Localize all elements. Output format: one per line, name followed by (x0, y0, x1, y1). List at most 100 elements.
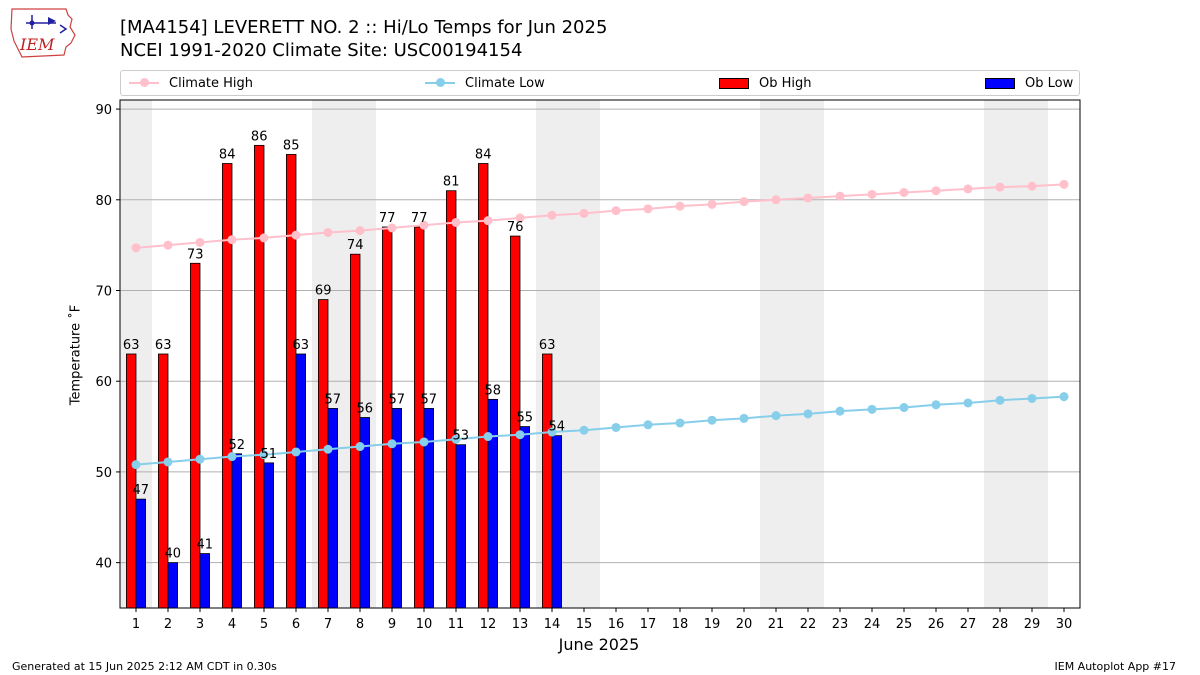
climate-low-point (931, 400, 941, 410)
ob-low-bar (231, 453, 243, 609)
climate-high-point (803, 193, 813, 203)
y-tick-label: 90 (95, 103, 112, 118)
x-tick-label: 12 (480, 617, 497, 632)
climate-low-point (259, 450, 269, 460)
climate-low-point (963, 398, 973, 408)
generated-timestamp: Generated at 15 Jun 2025 2:12 AM CDT in … (12, 660, 277, 673)
ob-high-label: 73 (187, 247, 204, 262)
climate-high-point (163, 240, 173, 250)
weekend-band (760, 100, 792, 608)
legend-swatch-climate-high (129, 78, 159, 87)
legend-swatch-climate-low (425, 78, 455, 87)
x-tick-label: 7 (324, 617, 332, 632)
ob-high-bar (317, 299, 329, 609)
climate-low-point (483, 432, 493, 442)
climate-low-point (995, 395, 1005, 405)
weekend-band (792, 100, 824, 608)
x-tick-label: 29 (1024, 617, 1041, 632)
weekend-band (1016, 100, 1048, 608)
plot-frame (119, 99, 1081, 609)
x-tick-label: 24 (864, 617, 881, 632)
climate-low-point (131, 460, 141, 470)
climate-high-point (675, 201, 685, 211)
ob-low-bar (519, 426, 531, 609)
climate-low-point (387, 439, 397, 449)
ob-low-bar (167, 562, 179, 609)
ob-high-bar (413, 226, 425, 609)
ob-low-bar (135, 498, 147, 609)
x-tick-label: 11 (448, 617, 465, 632)
ob-low-label: 56 (357, 402, 374, 417)
ob-high-bar (349, 253, 361, 609)
x-axis-label: June 2025 (558, 635, 640, 654)
y-tick-label: 70 (95, 285, 112, 300)
app-credit: IEM Autoplot App #17 (1054, 660, 1177, 673)
ob-high-bar (189, 262, 201, 609)
ob-high-bar (445, 190, 457, 609)
climate-high-point (1059, 179, 1069, 189)
x-tick-label: 28 (992, 617, 1009, 632)
ob-high-bar (221, 163, 233, 609)
y-tick-label: 80 (95, 194, 112, 209)
climate-high-point (547, 210, 557, 220)
weekend-band (984, 100, 1016, 608)
climate-low-point (355, 442, 365, 452)
ob-low-label: 57 (421, 392, 438, 407)
x-tick-label: 5 (260, 617, 268, 632)
climate-low-point (515, 430, 525, 440)
ob-low-label: 51 (261, 447, 278, 462)
ob-low-label: 40 (165, 547, 182, 562)
climate-low-point (835, 406, 845, 416)
climate-low-point (323, 444, 333, 454)
chart-subtitle: NCEI 1991-2020 Climate Site: USC00194154 (120, 40, 523, 61)
x-tick-label: 9 (388, 617, 396, 632)
x-tick-label: 27 (960, 617, 977, 632)
ob-low-bar (263, 462, 275, 609)
climate-low-point (739, 413, 749, 423)
x-tick-label: 22 (800, 617, 817, 632)
ob-low-label: 55 (517, 411, 534, 426)
legend-item-climate-high: Climate High (129, 71, 253, 95)
y-tick-label: 40 (95, 557, 112, 572)
legend-item-climate-low: Climate Low (425, 71, 545, 95)
chart-title: [MA4154] LEVERETT NO. 2 :: Hi/Lo Temps f… (120, 17, 608, 38)
x-tick-label: 3 (196, 617, 204, 632)
ob-high-label: 77 (379, 211, 396, 226)
climate-high-point (131, 243, 141, 253)
climate-low-point (451, 434, 461, 444)
climate-low-point (579, 425, 589, 435)
ob-low-label: 63 (293, 338, 310, 353)
legend-swatch-ob-high (719, 77, 749, 89)
legend-swatch-ob-low (985, 77, 1015, 89)
climate-low-point (1027, 393, 1037, 403)
ob-low-bar (487, 398, 499, 609)
climate-high-point (451, 217, 461, 227)
climate-low-point (707, 415, 717, 425)
y-axis-label: Temperature ˚F (68, 304, 84, 406)
climate-high-point (355, 226, 365, 236)
climate-high-point (643, 204, 653, 214)
legend-label-ob-high: Ob High (759, 75, 812, 91)
ob-low-label: 57 (389, 392, 406, 407)
svg-text:IEM: IEM (19, 35, 55, 54)
x-tick-label: 17 (640, 617, 657, 632)
climate-low-line (135, 395, 1065, 466)
climate-low-point (643, 420, 653, 430)
ob-high-label: 85 (283, 138, 300, 153)
legend-label-ob-low: Ob Low (1025, 75, 1074, 91)
x-tick-label: 15 (576, 617, 593, 632)
climate-low-point (291, 447, 301, 457)
climate-high-point (835, 191, 845, 201)
ob-low-bar (327, 408, 339, 609)
ob-high-bar (253, 144, 265, 609)
ob-high-label: 86 (251, 129, 268, 144)
y-tick-label: 60 (95, 375, 112, 390)
climate-low-point (163, 457, 173, 467)
ob-high-bar (285, 154, 297, 609)
ob-high-label: 74 (347, 238, 364, 253)
climate-high-point (899, 188, 909, 198)
climate-high-point (931, 186, 941, 196)
legend-item-ob-high: Ob High (719, 71, 812, 95)
ob-high-label: 63 (155, 338, 172, 353)
